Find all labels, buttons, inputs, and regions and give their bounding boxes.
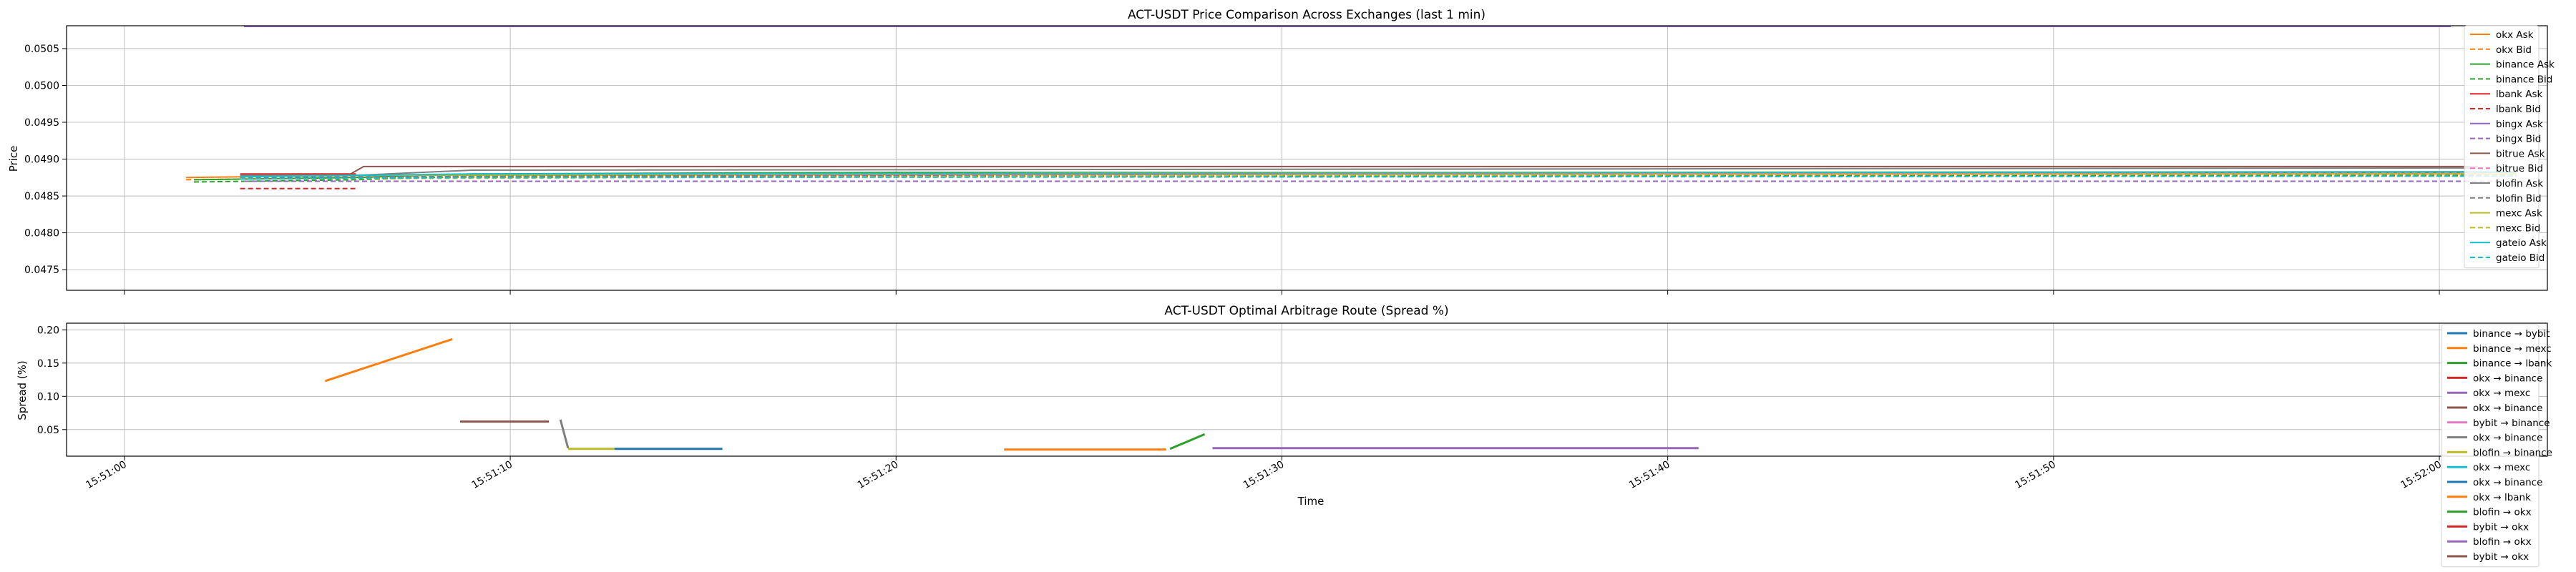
- y-tick-label: 0.0475: [24, 265, 59, 276]
- legend-label: gateio Ask: [2496, 237, 2547, 249]
- y-tick-label: 0.10: [37, 391, 59, 403]
- price-legend: okx Ask okx Bid binance Ask binance Bid lban…: [2464, 25, 2555, 269]
- spread-legend: binance → bybit binance → mexc binance → l…: [2441, 324, 2552, 568]
- price-gridlines: [67, 26, 2547, 290]
- legend-label: okx Bid: [2496, 44, 2532, 56]
- series-line-binance-mexc: [324, 337, 453, 383]
- legend-label: okx → lbank: [2473, 492, 2531, 503]
- legend-label: bybit → okx: [2473, 521, 2529, 533]
- legend-label: lbank Bid: [2496, 104, 2541, 115]
- spread-series-lines: [324, 337, 1699, 451]
- legend-label: gateio Bid: [2496, 252, 2545, 264]
- legend-box: [2464, 25, 2540, 269]
- y-tick-label: 0.0490: [24, 154, 59, 166]
- series-line-bitrue-bid: [240, 172, 2478, 178]
- spread-y-ticks: 0.05 0.10 0.15 0.20: [37, 325, 67, 436]
- y-tick-label: 0.0485: [24, 191, 59, 202]
- legend-label: mexc Ask: [2496, 208, 2542, 220]
- legend-label: blofin Bid: [2496, 193, 2542, 204]
- legend-label: bitrue Bid: [2496, 163, 2543, 174]
- price-plot-frame: [66, 25, 2548, 291]
- series-line-blofin-okx: [1169, 433, 1206, 450]
- price-y-axis-label: Price: [7, 146, 20, 172]
- series-line-blofin-ask: [240, 167, 2478, 177]
- legend-label: bitrue Ask: [2496, 148, 2545, 159]
- spread-chart-title: ACT-USDT Optimal Arbitrage Route (Spread…: [1164, 304, 1448, 318]
- price-panel: ACT-USDT Price Comparison Across Exchang…: [7, 8, 2555, 295]
- y-tick-label: 0.0495: [24, 117, 59, 129]
- y-tick-label: 0.20: [37, 325, 59, 336]
- legend-label: binance Bid: [2496, 74, 2552, 85]
- y-tick-label: 0.15: [37, 358, 59, 370]
- legend-label: bybit → okx: [2473, 551, 2529, 563]
- series-line-gateio-ask: [240, 171, 2517, 178]
- series-line-gateio-bid: [240, 175, 2517, 180]
- spread-y-axis-label: Spread (%): [16, 360, 29, 420]
- legend-label: bybit → binance: [2473, 418, 2550, 429]
- legend-label: okx Ask: [2496, 29, 2534, 41]
- spread-x-axis-label: Time: [1297, 495, 1324, 508]
- legend-label: okx → binance: [2473, 477, 2542, 488]
- y-tick-label: 0.05: [37, 425, 59, 436]
- legend-label: mexc Bid: [2496, 222, 2540, 234]
- legend-label: blofin Ask: [2496, 178, 2543, 189]
- legend-label: okx → mexc: [2473, 388, 2530, 399]
- legend-label: okx → binance: [2473, 373, 2542, 384]
- legend-label: binance → lbank: [2473, 358, 2552, 370]
- legend-label: binance → mexc: [2473, 343, 2552, 355]
- spread-gridlines: [67, 323, 2547, 456]
- legend-label: lbank Ask: [2496, 89, 2543, 100]
- y-tick-label: 0.0500: [24, 80, 59, 92]
- legend-label: okx → binance: [2473, 403, 2542, 414]
- legend-label: okx → binance: [2473, 433, 2542, 444]
- y-tick-label: 0.0505: [24, 44, 59, 55]
- legend-label: blofin → okx: [2473, 507, 2532, 518]
- price-series-lines: [186, 26, 2517, 189]
- legend-label: binance Ask: [2496, 59, 2555, 71]
- legend-label: blofin → binance: [2473, 447, 2552, 458]
- legend-label: okx → mexc: [2473, 462, 2530, 473]
- price-x-ticks: [124, 290, 2440, 295]
- price-y-ticks: 0.0475 0.0480 0.0485 0.0490 0.0495 0.0500 0.05…: [24, 44, 67, 276]
- legend-label: bingx Ask: [2496, 119, 2543, 130]
- series-line-okx-binance: [559, 419, 570, 449]
- legend-label: bingx Bid: [2496, 134, 2541, 145]
- price-chart-title: ACT-USDT Price Comparison Across Exchang…: [1128, 8, 1485, 22]
- legend-label: blofin → okx: [2473, 536, 2532, 548]
- spread-plot-frame: [66, 322, 2548, 457]
- legend-box: [2441, 324, 2540, 568]
- y-tick-label: 0.0480: [24, 228, 59, 240]
- legend-label: binance → bybit: [2473, 328, 2550, 340]
